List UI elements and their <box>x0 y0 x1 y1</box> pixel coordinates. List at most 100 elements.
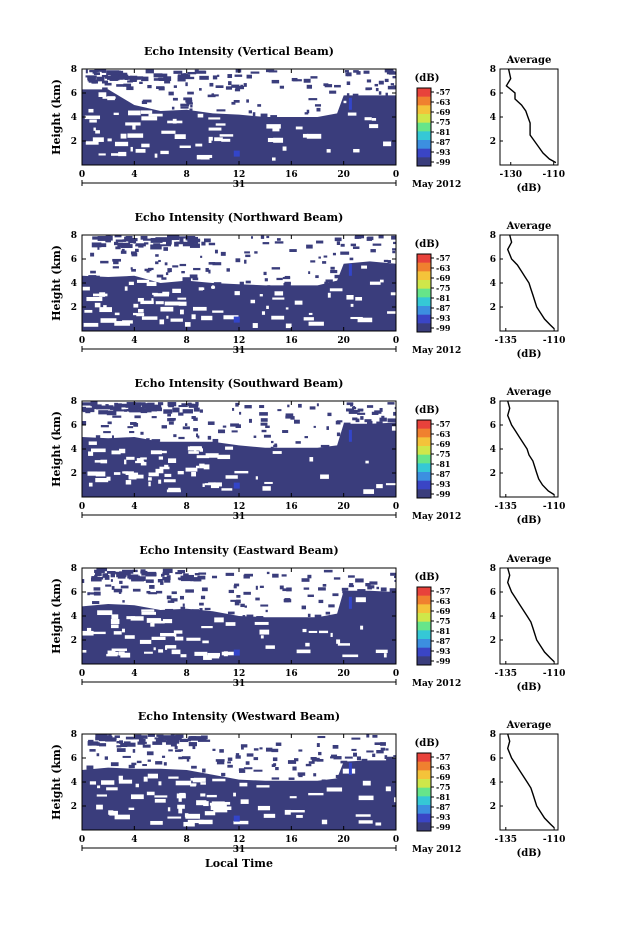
colorbar-cell <box>417 805 431 814</box>
profile-y-tick-label: 8 <box>490 397 496 407</box>
colorbar-frame <box>416 87 432 167</box>
colorbar-cell <box>417 105 431 115</box>
x-tick-label: 12 <box>233 835 246 845</box>
profile-line <box>506 567 555 663</box>
colorbar-cell <box>417 489 431 499</box>
x-tick-label: 20 <box>337 502 350 512</box>
profile-title: Average <box>506 221 552 232</box>
colorbar-cell <box>417 114 431 123</box>
colorbar-tick-label: -93 <box>436 147 451 157</box>
colorbar-cell <box>417 613 431 622</box>
profile-y-tick-label: 6 <box>490 754 496 764</box>
colorbar-cell <box>417 254 431 263</box>
profile-y-tick-label: 6 <box>490 421 496 431</box>
y-axis-label: Height (km) <box>50 744 63 820</box>
colorbar-tick-label: -87 <box>436 636 450 646</box>
y-tick-label: 4 <box>71 612 77 622</box>
colorbar-cell <box>417 595 431 605</box>
colorbar-unit: (dB) <box>415 572 440 583</box>
colorbar-tick-label: -57 <box>436 752 450 762</box>
profile-y-tick-label: 4 <box>490 113 496 123</box>
date-label: May 2012 <box>412 512 461 522</box>
colorbar-cell <box>417 813 431 823</box>
colorbar-tick-label: -69 <box>436 273 451 283</box>
y-tick-label: 8 <box>71 564 77 574</box>
panel-2: Echo Intensity (Southward Beam)0 4 8 12 16 20… <box>50 377 565 526</box>
colorbar-tick-label: -99 <box>436 157 451 167</box>
x-tick-label: 0 <box>393 669 399 679</box>
colorbar-tick-label: -57 <box>436 87 450 97</box>
colorbar-tick-label: -81 <box>436 626 450 636</box>
colorbar-tick-label: -93 <box>436 646 451 656</box>
x-tick-label: 20 <box>337 170 350 180</box>
colorbar-cell <box>417 306 431 315</box>
colorbar-tick-label: -99 <box>436 822 451 832</box>
profile-x-tick-label: -135 <box>495 669 518 679</box>
x-tick-label: 4 <box>131 669 137 679</box>
colorbar-cell <box>417 621 431 631</box>
colorbar-tick-label: -93 <box>436 479 451 489</box>
colorbar-tick-label: -81 <box>436 127 450 137</box>
colorbar-unit: (dB) <box>415 405 440 416</box>
y-tick-label: 6 <box>71 588 77 598</box>
colorbar-cell <box>417 157 431 167</box>
profile-x-label: (dB) <box>517 349 542 360</box>
x-tick-label: 0 <box>393 502 399 512</box>
x-tick-label: 8 <box>184 835 190 845</box>
profile-y-tick-label: 4 <box>490 778 496 788</box>
y-tick-label: 8 <box>71 65 77 75</box>
profile-frame <box>499 68 559 166</box>
colorbar-frame <box>416 419 432 499</box>
date-label: May 2012 <box>412 346 461 356</box>
profile-x-label: (dB) <box>517 183 542 194</box>
date-label: May 2012 <box>412 845 461 855</box>
profile-frame <box>499 400 559 498</box>
profile-x-tick-label: -135 <box>495 336 518 346</box>
colorbar-tick-label: -87 <box>436 469 450 479</box>
profile-y-tick-label: 6 <box>490 588 496 598</box>
colorbar-cell <box>417 787 431 797</box>
x-tick-label: 12 <box>233 170 246 180</box>
x-tick-label: 16 <box>285 502 298 512</box>
profile-y-tick-label: 8 <box>490 231 496 241</box>
colorbar-cell <box>417 480 431 490</box>
colorbar-unit: (dB) <box>415 738 440 749</box>
y-tick-label: 6 <box>71 255 77 265</box>
profile-x-label: (dB) <box>517 515 542 526</box>
colorbar-tick-label: -99 <box>436 323 451 333</box>
y-tick-label: 2 <box>71 802 77 812</box>
colorbar-cell <box>417 587 431 596</box>
colorbar-cell <box>417 428 431 438</box>
x-tick-label: 4 <box>131 835 137 845</box>
heatmap-field <box>82 235 396 331</box>
x-tick-label: 4 <box>131 170 137 180</box>
colorbar-tick-label: -75 <box>436 117 450 127</box>
colorbar-cell <box>417 770 431 780</box>
colorbar-cell <box>417 131 431 141</box>
heatmap-field <box>82 69 396 165</box>
x-tick-label: 0 <box>393 336 399 346</box>
x-tick-label: 12 <box>233 669 246 679</box>
x-tick-label: 0 <box>393 170 399 180</box>
colorbar-cell <box>417 753 431 762</box>
colorbar-cell <box>417 288 431 298</box>
x-tick-label: 12 <box>233 336 246 346</box>
profile-y-tick-label: 6 <box>490 89 496 99</box>
echo-patch <box>233 482 240 489</box>
echo-region <box>82 760 396 830</box>
colorbar-cell <box>417 88 431 97</box>
echo-patch <box>348 596 352 609</box>
y-tick-label: 4 <box>71 279 77 289</box>
x-tick-label: 0 <box>79 336 85 346</box>
colorbar-tick-label: -63 <box>436 263 451 273</box>
x-tick-label: 8 <box>184 170 190 180</box>
profile-title: Average <box>506 720 552 731</box>
colorbar-tick-label: -69 <box>436 606 451 616</box>
colorbar-tick-label: -69 <box>436 107 451 117</box>
colorbar-cell <box>417 454 431 464</box>
x-tick-label: 8 <box>184 502 190 512</box>
colorbar-tick-label: -93 <box>436 812 451 822</box>
colorbar-cell <box>417 140 431 149</box>
colorbar-cell <box>417 297 431 307</box>
profile-x-label: (dB) <box>517 682 542 693</box>
